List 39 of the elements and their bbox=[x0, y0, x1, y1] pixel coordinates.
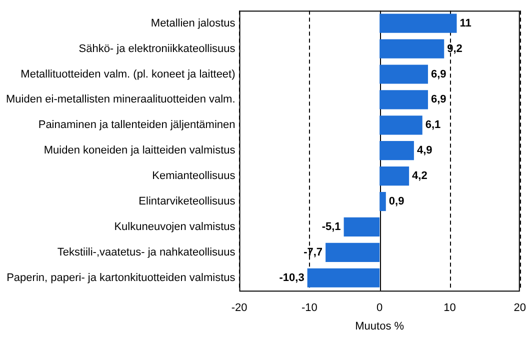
x-tick-label: -20 bbox=[231, 302, 248, 314]
bar bbox=[380, 14, 457, 33]
bar bbox=[380, 166, 410, 186]
y-tick-label: Sähkö- ja elektroniikkateollisuus bbox=[78, 42, 236, 55]
x-axis-title: Muutos % bbox=[355, 320, 404, 332]
bar bbox=[380, 64, 428, 84]
data-label: 6,9 bbox=[430, 68, 446, 80]
data-label: 6,9 bbox=[430, 94, 446, 106]
bar bbox=[380, 192, 386, 212]
data-label: -5,1 bbox=[322, 220, 341, 233]
y-tick-label: Kulkuneuvojen valmistus bbox=[114, 220, 236, 233]
y-tick-label: Metallituotteiden valm. (pl. koneet ja laitteet) bbox=[20, 68, 236, 80]
data-label: -10,3 bbox=[279, 272, 304, 284]
data-label: 4,2 bbox=[412, 170, 428, 182]
data-label: 4,9 bbox=[416, 144, 432, 157]
bar bbox=[307, 268, 380, 288]
data-label: 0,9 bbox=[388, 196, 404, 208]
data-label: 6,1 bbox=[425, 119, 441, 132]
y-tick-label: Muiden ei-metallisten mineraalituotteiden valm. bbox=[6, 94, 236, 106]
bar bbox=[380, 39, 444, 58]
y-tick-label: Painaminen ja tallenteiden jäljentäminen bbox=[38, 119, 236, 132]
bar bbox=[326, 242, 380, 262]
bar bbox=[380, 141, 414, 160]
bar bbox=[380, 116, 422, 135]
x-tick-label: -10 bbox=[301, 302, 318, 314]
y-tick-label: Metallien jalostus bbox=[150, 17, 236, 30]
y-tick-label: Muiden koneiden ja laitteiden valmistus bbox=[44, 144, 236, 157]
data-label: 9,2 bbox=[447, 42, 462, 55]
y-tick-label: Elintarviketeollisuus bbox=[138, 196, 236, 208]
bar bbox=[344, 217, 380, 237]
x-tick-label: 20 bbox=[514, 302, 526, 314]
y-tick-label: Tekstiili-,vaatetus- ja nahkateollisuus bbox=[57, 246, 236, 258]
x-tick-label: 0 bbox=[376, 302, 383, 314]
y-tick-label: Paperin, paperi- ja kartonkituotteiden valmistus bbox=[6, 272, 236, 284]
x-tick-label: 10 bbox=[444, 302, 456, 314]
data-label: -7,7 bbox=[304, 246, 323, 258]
data-label: 11 bbox=[460, 17, 472, 30]
bar bbox=[380, 90, 428, 110]
y-tick-label: Kemianteollisuus bbox=[152, 170, 236, 182]
